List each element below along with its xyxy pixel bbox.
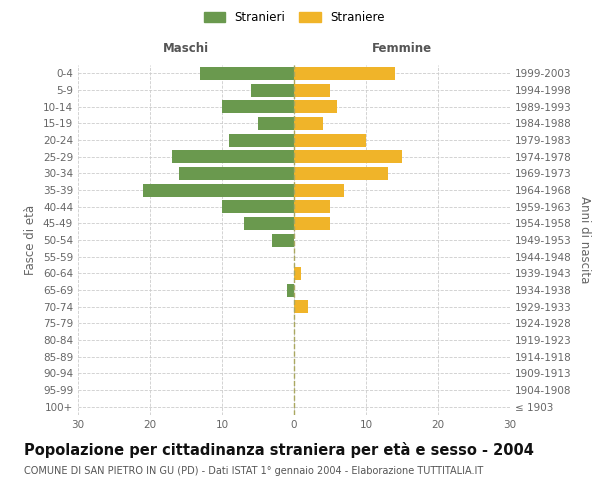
Bar [294,134,366,146]
Text: Popolazione per cittadinanza straniera per età e sesso - 2004: Popolazione per cittadinanza straniera p… [24,442,534,458]
Bar [244,217,294,230]
Bar [222,100,294,113]
Bar [294,217,330,230]
Bar [179,167,294,180]
Bar [294,84,330,96]
Y-axis label: Anni di nascita: Anni di nascita [578,196,591,284]
Bar [251,84,294,96]
Text: Femmine: Femmine [372,42,432,55]
Bar [294,150,402,163]
Bar [258,117,294,130]
Text: COMUNE DI SAN PIETRO IN GU (PD) - Dati ISTAT 1° gennaio 2004 - Elaborazione TUTT: COMUNE DI SAN PIETRO IN GU (PD) - Dati I… [24,466,483,476]
Bar [294,67,395,80]
Bar [294,200,330,213]
Bar [294,184,344,196]
Bar [143,184,294,196]
Bar [294,100,337,113]
Bar [287,284,294,296]
Bar [222,200,294,213]
Y-axis label: Fasce di età: Fasce di età [25,205,37,275]
Bar [200,67,294,80]
Bar [294,117,323,130]
Bar [294,167,388,180]
Bar [294,267,301,280]
Text: Maschi: Maschi [163,42,209,55]
Bar [229,134,294,146]
Legend: Stranieri, Straniere: Stranieri, Straniere [203,11,385,24]
Bar [172,150,294,163]
Bar [272,234,294,246]
Bar [294,300,308,313]
